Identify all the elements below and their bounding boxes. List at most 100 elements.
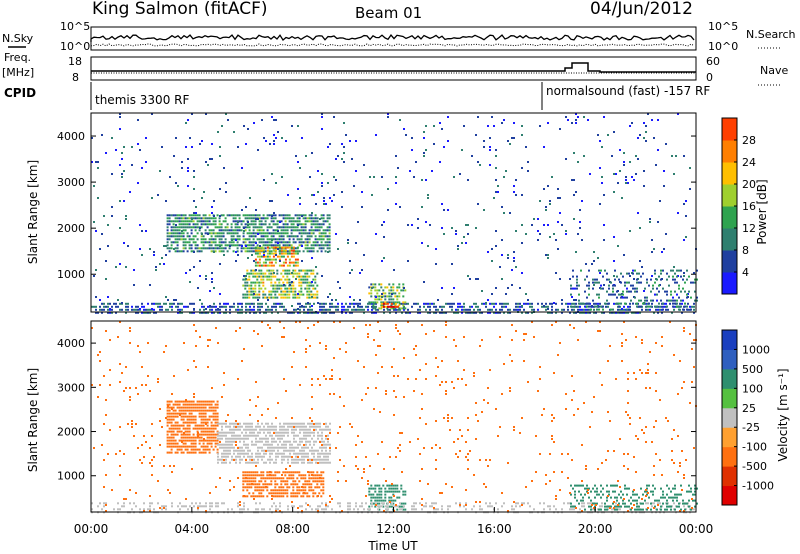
data-cell: [402, 304, 405, 307]
data-cell: [171, 505, 173, 508]
data-cell: [606, 505, 608, 508]
data-cell: [475, 302, 477, 305]
data-cell: [293, 440, 295, 443]
data-cell: [661, 305, 663, 308]
data-cell: [193, 188, 195, 190]
data-cell: [268, 252, 271, 255]
data-cell: [285, 140, 287, 142]
data-cell: [371, 194, 373, 196]
data-cell: [303, 425, 305, 428]
data-cell: [182, 445, 185, 448]
data-cell: [594, 505, 596, 508]
data-cell: [288, 220, 291, 223]
data-cell: [242, 241, 245, 244]
data-cell: [266, 214, 269, 217]
data-cell: [616, 302, 618, 305]
data-cell: [204, 403, 207, 406]
data-cell: [692, 499, 694, 502]
data-cell: [174, 427, 177, 430]
data-cell: [223, 302, 225, 305]
data-cell: [306, 480, 309, 483]
data-cell: [398, 301, 401, 304]
data-cell: [637, 137, 639, 139]
data-cell: [303, 305, 305, 308]
data-cell: [292, 229, 295, 232]
data-cell: [459, 305, 461, 308]
data-cell: [230, 232, 233, 235]
data-cell: [276, 471, 279, 474]
data-cell: [172, 226, 175, 229]
data-cell: [620, 490, 622, 493]
data-cell: [287, 194, 289, 196]
data-cell: [608, 490, 610, 493]
data-cell: [603, 224, 605, 226]
data-cell: [294, 272, 297, 275]
data-cell: [402, 490, 405, 493]
data-cell: [271, 449, 273, 452]
data-cell: [254, 293, 257, 296]
data-cell: [172, 409, 175, 412]
data-cell: [250, 235, 253, 238]
data-cell: [318, 480, 321, 483]
data-cell: [672, 275, 674, 278]
data-cell: [593, 260, 595, 262]
data-cell: [245, 461, 247, 464]
data-cell: [302, 226, 305, 229]
data-cell: [519, 302, 521, 305]
data-cell: [305, 446, 307, 449]
data-cell: [378, 496, 381, 499]
data-cell: [217, 422, 219, 425]
data-cell: [345, 308, 347, 311]
data-cell: [631, 311, 633, 314]
data-cell: [257, 305, 259, 308]
data-cell: [267, 446, 269, 449]
data-cell: [382, 484, 385, 487]
data-cell: [194, 427, 197, 430]
data-cell: [467, 311, 469, 314]
data-cell: [286, 226, 289, 229]
data-cell: [284, 258, 287, 261]
data-cell: [390, 286, 393, 289]
data-cell: [180, 448, 183, 451]
data-cell: [369, 508, 371, 511]
data-cell: [388, 484, 391, 487]
data-cell: [515, 194, 517, 196]
data-cell: [461, 308, 463, 311]
data-cell: [632, 269, 634, 272]
data-cell: [394, 487, 397, 490]
data-cell: [311, 452, 313, 455]
data-cell: [529, 505, 531, 508]
data-cell: [415, 502, 417, 505]
data-cell: [301, 422, 303, 425]
data-cell: [163, 302, 165, 305]
data-cell: [173, 465, 175, 467]
data-cell: [244, 241, 247, 244]
data-cell: [190, 421, 193, 424]
data-cell: [276, 296, 279, 299]
data-cell: [133, 308, 135, 311]
data-cell: [293, 428, 295, 431]
data-cell: [298, 238, 301, 241]
data-cell: [170, 445, 173, 448]
data-cell: [244, 293, 247, 296]
data-cell: [593, 308, 595, 311]
data-cell: [280, 483, 283, 486]
data-cell: [513, 308, 515, 311]
y-tick-label: 4000: [57, 130, 85, 143]
data-cell: [315, 440, 317, 443]
data-cell: [196, 220, 199, 223]
data-cell: [251, 455, 253, 458]
data-cell: [392, 487, 395, 490]
data-cell: [615, 173, 617, 175]
data-cell: [271, 443, 273, 446]
data-cell: [328, 229, 331, 232]
data-cell: [204, 214, 207, 217]
data-cell: [256, 255, 259, 258]
data-cell: [403, 308, 405, 311]
data-cell: [459, 505, 461, 508]
data-cell: [392, 283, 395, 286]
data-cell: [515, 179, 517, 181]
data-cell: [384, 286, 387, 289]
data-cell: [174, 226, 177, 229]
data-cell: [246, 483, 249, 486]
